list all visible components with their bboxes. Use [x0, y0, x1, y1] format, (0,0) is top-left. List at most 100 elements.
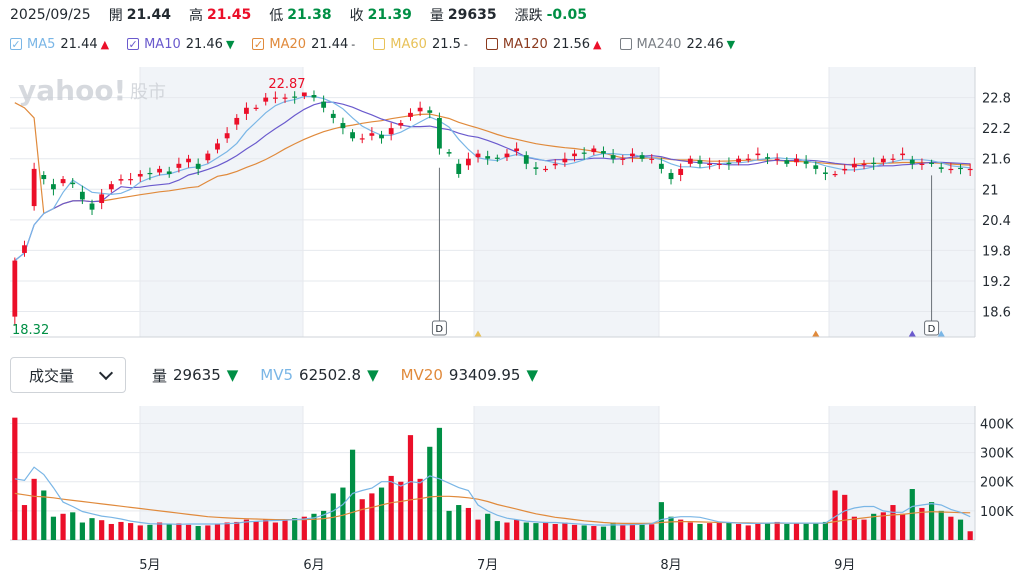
candle-body [938, 167, 944, 169]
volume-bar [456, 505, 462, 540]
candle-body [70, 182, 76, 185]
ma-legend-item-ma10[interactable]: ✓ MA10 21.46 ▼ [127, 37, 234, 52]
candle-body [880, 158, 886, 163]
volume-bar [658, 502, 664, 540]
volume-bar-chart[interactable]: 400K 300K 200K 100K 5月 6月 7月 8月 9月 [0, 402, 1023, 579]
volume-bar [851, 516, 857, 540]
ma-legend-name: MA5 [27, 36, 56, 52]
volume-bar [755, 522, 761, 540]
candle-body [60, 179, 66, 184]
candle-body [620, 158, 626, 160]
candle-body [272, 97, 278, 99]
candle-body [610, 155, 616, 159]
candle-body [350, 132, 355, 139]
ma-legend-item-ma5[interactable]: ✓ MA5 21.44 ▲ [10, 37, 109, 52]
checkbox-icon[interactable] [619, 38, 632, 50]
candle-body [755, 153, 761, 156]
volume-bar [137, 525, 143, 540]
candle-body [514, 148, 520, 152]
candle-body [369, 133, 375, 136]
ma-legend-item-ma60[interactable]: MA60 21.5- [373, 37, 468, 52]
ma10-line [14, 101, 971, 262]
candle-body [176, 163, 182, 168]
y-tick-label: 300K [980, 447, 1014, 462]
ma-legend-item-ma240[interactable]: MA240 22.46 ▼ [619, 36, 735, 52]
candle-body [929, 162, 934, 164]
mv5-value: 62502.8 [299, 366, 362, 384]
volume-bar [610, 522, 616, 540]
candle-body [330, 113, 336, 118]
triangle-down-icon: ▼ [367, 366, 379, 384]
y-tick-label: 100K [980, 505, 1014, 520]
candle-body [726, 162, 732, 164]
triangle-up-icon: ▲ [593, 37, 602, 51]
volume-bar [176, 523, 182, 540]
mv20-label: MV20 [400, 366, 443, 384]
min-price-label: 18.32 [12, 323, 49, 338]
candle-body [456, 163, 462, 174]
checkbox-icon[interactable]: ✓ [252, 37, 265, 51]
checkbox-icon[interactable] [373, 38, 386, 50]
candle-body [379, 134, 384, 139]
candle-body [388, 128, 394, 135]
checkbox-icon[interactable]: ✓ [10, 37, 22, 51]
candle-body [41, 175, 47, 180]
candle-body [398, 123, 404, 126]
candle-body [157, 168, 162, 173]
high-value: 21.45 [207, 7, 252, 23]
volume-bar [552, 523, 558, 540]
volume-bar [861, 519, 867, 540]
volume-bar [639, 524, 645, 540]
volume-bar [205, 525, 211, 540]
volume-bar [668, 516, 674, 540]
volume-bar [321, 510, 327, 540]
candle-body [485, 156, 491, 159]
volume-bar [301, 516, 307, 540]
checkbox-icon[interactable] [485, 38, 498, 50]
ma-legend-value: 22.46 [686, 36, 724, 52]
candle-body [108, 184, 114, 190]
candle-body [658, 163, 664, 169]
candle-body [301, 92, 307, 97]
volume-bar [50, 516, 57, 540]
volume-bar [832, 490, 838, 540]
ma-legend-item-ma20[interactable]: ✓ MA20 21.44- [252, 37, 355, 52]
month-band [474, 406, 659, 540]
vol-indicator-label: 量 [152, 366, 168, 385]
y-tick-label: 22.2 [982, 122, 1011, 137]
indicator-dropdown[interactable]: 成交量 [10, 357, 126, 393]
volume-bar [649, 524, 655, 540]
candle-body [166, 171, 172, 174]
candle-body [736, 158, 741, 163]
price-candlestick-chart[interactable]: 22.8 22.2 21.6 21 20.4 19.8 19.2 18.6 yahoo! 股市 22… [0, 62, 1023, 344]
volume-bar [388, 475, 394, 540]
checkbox-icon[interactable]: ✓ [127, 37, 140, 51]
candle-body [832, 173, 838, 176]
month-band [140, 67, 303, 337]
volume-bar [70, 512, 76, 540]
volume-bar [948, 516, 954, 540]
x-tick-label: 7月 [477, 558, 498, 573]
ma-legend-value: 21.56 [552, 36, 591, 52]
candle-body [99, 194, 105, 204]
candle-body [707, 163, 713, 165]
volume-bar [842, 494, 848, 540]
mv5-indicator: MV5 62502.8 ▼ [260, 366, 378, 384]
volume-bar [99, 520, 105, 540]
volume-bar [166, 524, 172, 540]
y-tick-label: 400K [980, 417, 1014, 432]
ma-legend-item-ma120[interactable]: MA120 21.56 ▲ [485, 36, 602, 52]
open-value: 21.44 [126, 7, 171, 23]
candle-body [552, 163, 558, 166]
volume-bar [118, 521, 124, 540]
volume-bar [813, 523, 819, 540]
mv20-indicator: MV20 93409.95 ▼ [401, 366, 538, 384]
triangle-up-icon: ▲ [100, 37, 110, 51]
candle-body [234, 117, 240, 125]
volume-bar [803, 523, 809, 540]
volume-bar [909, 489, 915, 540]
ma-legend-value: 21.44 [60, 36, 98, 52]
volume-bar [311, 513, 317, 540]
candle-body [253, 107, 259, 109]
volume-bar [678, 519, 684, 540]
